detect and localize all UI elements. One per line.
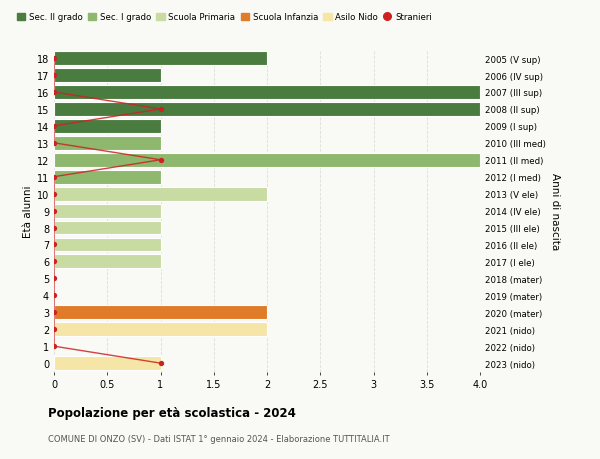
Point bbox=[49, 123, 59, 130]
Point bbox=[156, 157, 166, 164]
Bar bbox=[54, 153, 480, 168]
Point bbox=[49, 309, 59, 316]
Point bbox=[49, 224, 59, 232]
Bar bbox=[54, 255, 161, 269]
Bar bbox=[54, 238, 161, 252]
Point bbox=[49, 89, 59, 96]
Point bbox=[49, 174, 59, 181]
Point bbox=[49, 241, 59, 249]
Text: COMUNE DI ONZO (SV) - Dati ISTAT 1° gennaio 2024 - Elaborazione TUTTITALIA.IT: COMUNE DI ONZO (SV) - Dati ISTAT 1° genn… bbox=[48, 434, 389, 443]
Point bbox=[49, 140, 59, 147]
Point bbox=[49, 292, 59, 299]
Bar bbox=[54, 52, 267, 66]
Bar bbox=[54, 356, 161, 370]
Bar bbox=[54, 323, 267, 336]
Point bbox=[156, 360, 166, 367]
Bar bbox=[54, 221, 161, 235]
Y-axis label: Età alunni: Età alunni bbox=[23, 185, 32, 237]
Point bbox=[49, 207, 59, 215]
Bar bbox=[54, 69, 161, 83]
Point bbox=[49, 326, 59, 333]
Bar bbox=[54, 137, 161, 151]
Point bbox=[49, 343, 59, 350]
Point bbox=[49, 275, 59, 282]
Legend: Sec. II grado, Sec. I grado, Scuola Primaria, Scuola Infanzia, Asilo Nido, Stran: Sec. II grado, Sec. I grado, Scuola Prim… bbox=[13, 10, 436, 26]
Text: Popolazione per età scolastica - 2024: Popolazione per età scolastica - 2024 bbox=[48, 406, 296, 419]
Bar bbox=[54, 103, 480, 117]
Point bbox=[49, 72, 59, 79]
Point bbox=[49, 190, 59, 198]
Bar bbox=[54, 306, 267, 319]
Bar bbox=[54, 187, 267, 201]
Bar bbox=[54, 120, 161, 134]
Bar bbox=[54, 86, 480, 100]
Y-axis label: Anni di nascita: Anni di nascita bbox=[550, 173, 560, 250]
Point bbox=[156, 106, 166, 113]
Bar bbox=[54, 170, 161, 184]
Point bbox=[49, 55, 59, 62]
Point bbox=[49, 258, 59, 266]
Bar bbox=[54, 204, 161, 218]
